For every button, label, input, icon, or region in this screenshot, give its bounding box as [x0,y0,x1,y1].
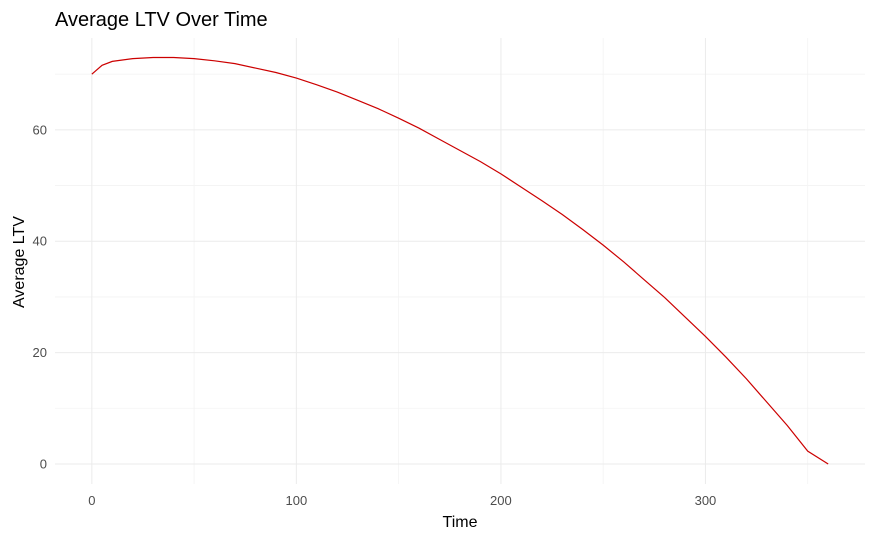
x-tick-label: 300 [695,493,717,508]
series-line [91,56,829,465]
y-tick-label: 60 [33,122,47,137]
series-layer [91,56,829,465]
major-gridlines [55,38,865,484]
y-axis-tick-labels: 0 20 40 60 [33,122,47,471]
y-tick-label: 40 [33,234,47,249]
minor-gridlines [55,38,865,484]
x-axis-label: Time [443,514,478,531]
x-tick-label: 0 [88,493,95,508]
y-tick-label: 0 [40,456,47,471]
chart-title: Average LTV Over Time [55,9,268,31]
x-tick-label: 100 [286,493,308,508]
y-tick-label: 20 [33,345,47,360]
y-axis-label: Average LTV [11,216,28,308]
x-tick-label: 200 [490,493,512,508]
x-axis-tick-labels: 0 100 200 300 [88,493,716,508]
